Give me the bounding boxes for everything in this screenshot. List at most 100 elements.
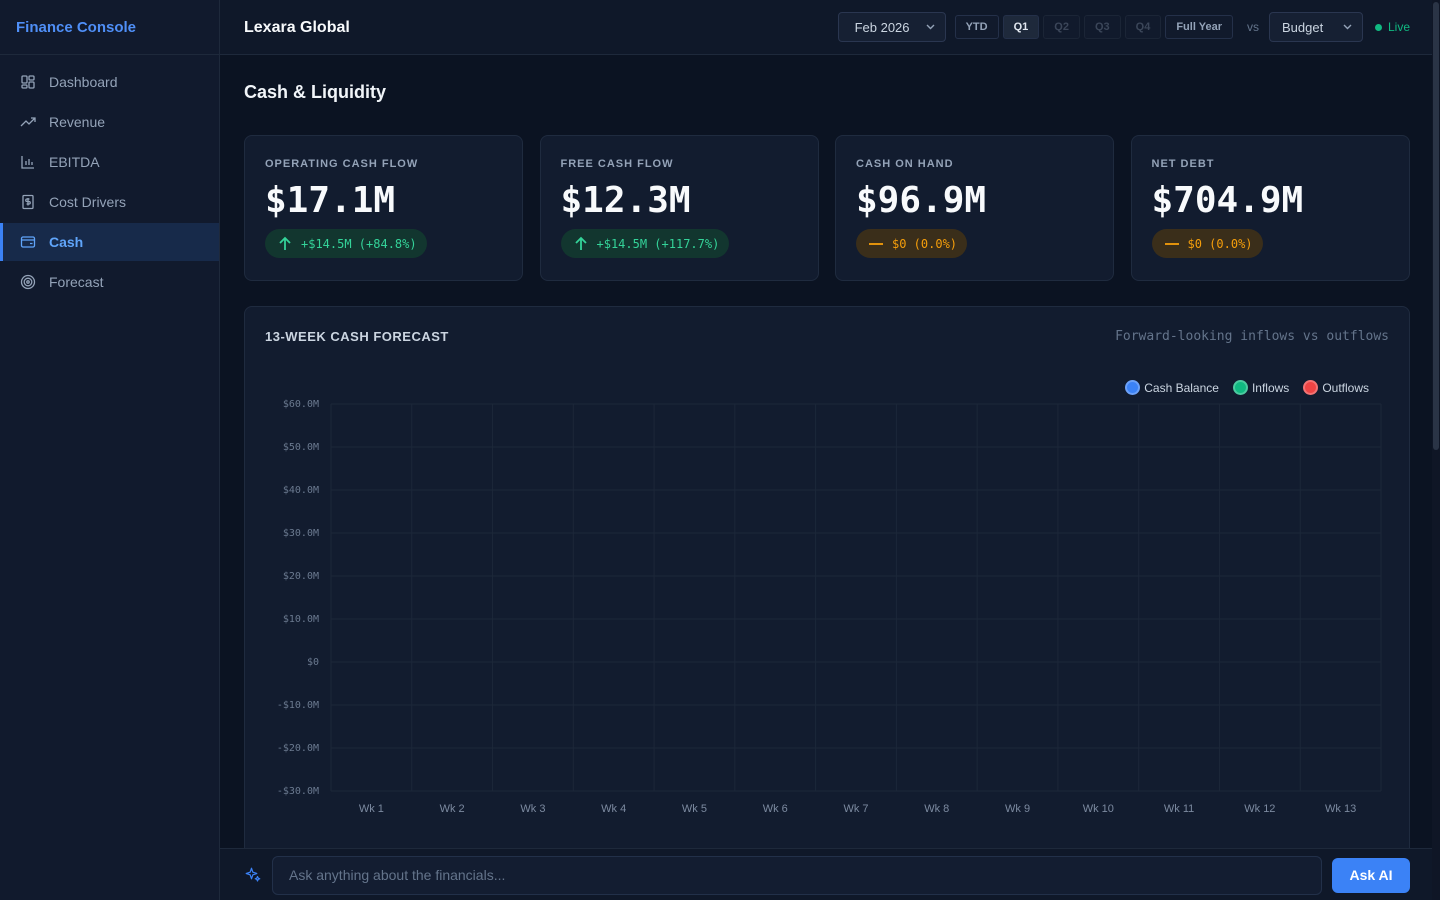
legend-swatch: [1125, 380, 1141, 395]
compare-select[interactable]: Budget: [1268, 12, 1363, 42]
x-tick-label: Wk 7: [843, 803, 868, 815]
y-tick-label: $0: [307, 657, 319, 668]
nav-item[interactable]: EBITDA: [0, 143, 219, 181]
range-button[interactable]: Q2: [1043, 15, 1080, 39]
nav-icon: [21, 156, 34, 169]
range-button[interactable]: Q3: [1083, 15, 1121, 39]
trend-icon: [279, 236, 291, 250]
x-tick-label: Wk 12: [1244, 803, 1275, 815]
live-dot: [1374, 23, 1382, 31]
nav: Dashboard Revenue EBITDA Cost Drivers Cash Fo…: [0, 63, 219, 301]
range-group: YTD Q1 Q2 Q3 Q4 Full Year: [954, 15, 1233, 39]
delta-text: +$14.5M (+84.8%): [301, 236, 417, 251]
y-tick-label: $20.0M: [283, 571, 319, 582]
period-value: Feb 2026: [854, 19, 910, 35]
nav-icon: [22, 194, 34, 210]
legend-label: Outflows: [1322, 380, 1369, 395]
nav-item[interactable]: Cost Drivers: [0, 183, 219, 221]
x-tick-label: Wk 10: [1083, 803, 1114, 815]
kpi-delta: $0 (0.0%): [1151, 229, 1263, 258]
x-tick-label: Wk 6: [763, 803, 788, 815]
nav-item[interactable]: Forecast: [0, 263, 219, 301]
y-tick-label: -$10.0M: [277, 700, 319, 711]
range-button[interactable]: Q4: [1124, 15, 1162, 39]
y-tick-label: $60.0M: [283, 399, 319, 410]
x-tick-label: Wk 9: [1005, 803, 1030, 815]
x-tick-label: Wk 5: [682, 803, 707, 815]
range-button[interactable]: Q1: [1002, 15, 1040, 39]
chevron: [926, 24, 935, 30]
compare-label: vs: [1246, 20, 1259, 34]
nav-label: Revenue: [49, 114, 106, 130]
ask-button[interactable]: Ask AI: [1332, 858, 1410, 893]
legend: Cash Balance Inflows Outflows: [1125, 380, 1369, 395]
kpi-label: OPERATING CASH FLOW: [265, 158, 419, 170]
kpi-delta: +$14.5M (+84.8%): [265, 229, 427, 258]
legend-item[interactable]: Cash Balance: [1125, 380, 1219, 395]
y-tick-label: $10.0M: [283, 614, 319, 625]
sparkle-icon: [245, 867, 261, 882]
kpi-card: FREE CASH FLOW $12.3M +$14.5M (+117.7%): [539, 135, 819, 281]
x-tick-label: Wk 8: [924, 803, 949, 815]
live-status: Live: [1374, 20, 1410, 34]
brand[interactable]: Finance Console: [0, 0, 219, 55]
nav-label: Dashboard: [49, 74, 118, 90]
legend-label: Inflows: [1251, 380, 1290, 395]
kpi-value: $12.3M: [560, 180, 691, 221]
legend-swatch: [1303, 380, 1319, 395]
nav-item[interactable]: Cash: [0, 223, 219, 261]
y-tick-label: -$20.0M: [277, 743, 319, 754]
legend-item[interactable]: Outflows: [1303, 380, 1369, 395]
nav-label: Cash: [49, 234, 84, 250]
range-button[interactable]: YTD: [954, 15, 999, 39]
nav-label: Cost Drivers: [49, 194, 127, 210]
delta-text: $0 (0.0%): [892, 236, 958, 251]
nav-icon: [20, 274, 36, 290]
y-tick-label: $30.0M: [283, 528, 319, 539]
legend-item[interactable]: Inflows: [1232, 380, 1290, 395]
y-tick-label: $50.0M: [283, 442, 319, 453]
company-name: Lexara Global: [244, 19, 350, 36]
kpi-label: NET DEBT: [1151, 158, 1215, 170]
chart-title: 13-WEEK CASH FORECAST: [265, 329, 449, 344]
kpi-card: CASH ON HAND $96.9M $0 (0.0%): [835, 135, 1114, 281]
y-tick-label: -$30.0M: [277, 786, 319, 797]
sidebar: Finance Console Dashboard Revenue EBITDA Co…: [0, 0, 220, 900]
controls: Feb 2026 YTD Q1 Q2 Q3 Q4 Full Year vs Budget …: [837, 12, 1410, 42]
kpi-value: $704.9M: [1151, 180, 1304, 221]
x-tick-label: Wk 4: [601, 803, 626, 815]
kpi-value: $96.9M: [856, 180, 987, 221]
page-title: Cash & Liquidity: [244, 82, 387, 102]
x-tick-label: Wk 3: [520, 803, 545, 815]
chat-input[interactable]: Ask anything about the financials...: [272, 856, 1322, 895]
delta-text: +$14.5M (+117.7%): [596, 236, 720, 251]
kpi-delta: $0 (0.0%): [856, 229, 968, 258]
nav-item[interactable]: Dashboard: [0, 63, 219, 101]
kpi-delta: +$14.5M (+117.7%): [560, 229, 730, 258]
delta-text: $0 (0.0%): [1187, 236, 1253, 251]
nav-label: Forecast: [49, 274, 104, 290]
kpi-label: FREE CASH FLOW: [560, 158, 674, 170]
compare-value: Budget: [1281, 19, 1324, 35]
chevron: [1343, 24, 1352, 30]
legend-label: Cash Balance: [1144, 380, 1219, 395]
kpi-card: OPERATING CASH FLOW $17.1M +$14.5M (+84.8%…: [244, 135, 523, 281]
chart-subtitle: Forward-looking inflows vs outflows: [1115, 329, 1389, 344]
legend-swatch: [1232, 380, 1248, 395]
x-tick-label: Wk 2: [440, 803, 465, 815]
y-tick-label: $40.0M: [283, 485, 319, 496]
nav-icon: [20, 117, 36, 127]
trend-icon: [1164, 242, 1179, 245]
period-select[interactable]: Feb 2026: [837, 12, 946, 42]
x-tick-label: Wk 1: [359, 803, 384, 815]
nav-item[interactable]: Revenue: [0, 103, 219, 141]
scroll-thumb[interactable]: [1433, 2, 1439, 450]
chat-bar: Ask anything about the financials... Ask…: [220, 848, 1432, 900]
chart: -$30.0M -$20.0M -$10.0M $0 $10.0M $20.0M $30.0…: [277, 399, 1382, 815]
scrollbar[interactable]: [1432, 0, 1440, 900]
kpi-label: CASH ON HAND: [856, 158, 954, 170]
range-button[interactable]: Full Year: [1165, 15, 1233, 39]
nav-icon: [21, 75, 35, 89]
